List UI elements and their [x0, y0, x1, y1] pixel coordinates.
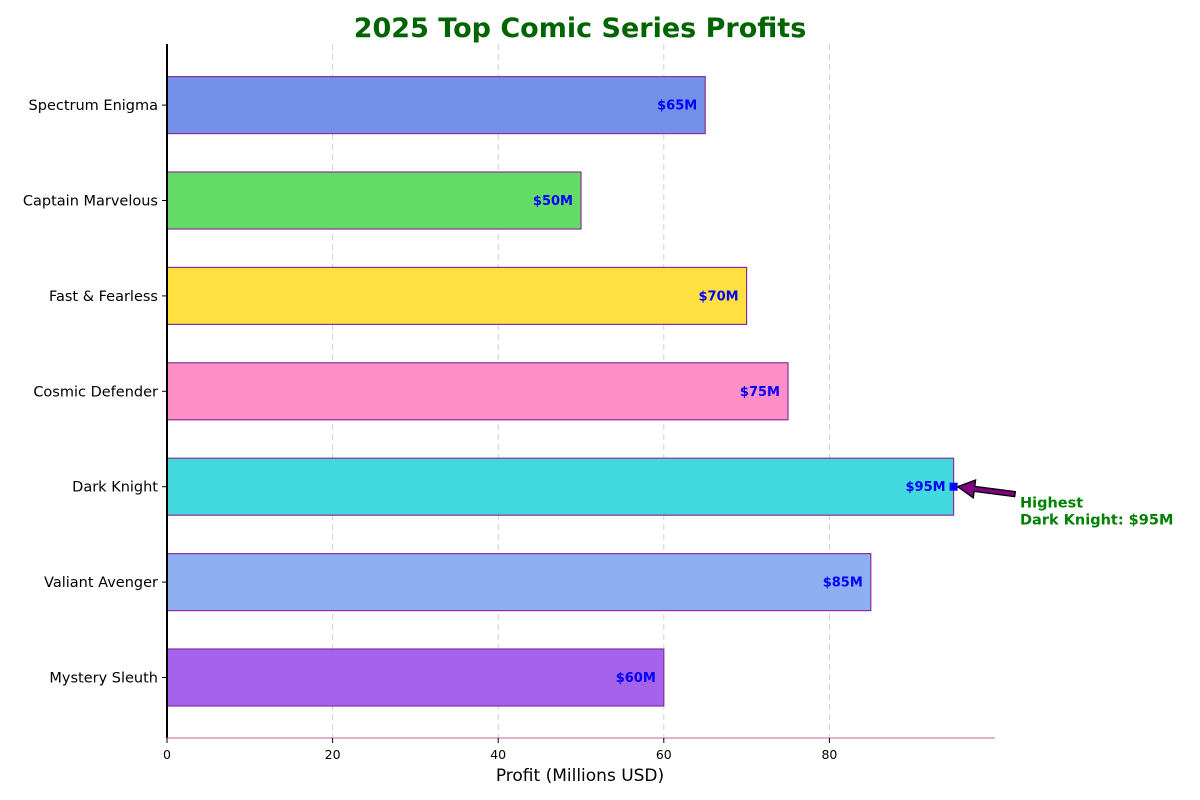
bar — [166, 552, 872, 612]
value-label: $60M — [616, 671, 656, 686]
axes — [166, 44, 995, 739]
value-label: $70M — [699, 289, 739, 304]
bar — [166, 75, 706, 135]
value-label: $95M — [906, 480, 946, 495]
category-label: Captain Marvelous — [23, 194, 158, 210]
bars — [166, 75, 955, 707]
x-tick-label: 20 — [325, 747, 341, 762]
bar — [166, 266, 748, 325]
x-axis-label: Profit (Millions USD) — [496, 766, 664, 786]
value-labels: $60M $85M $95M $75M $70M $50M $65M — [533, 99, 946, 686]
annotation-line-2: Dark Knight: $95M — [1020, 513, 1173, 529]
highlight-marker — [949, 482, 958, 491]
category-label: Dark Knight — [72, 480, 158, 496]
x-tick-label: 40 — [490, 747, 506, 762]
bar — [166, 457, 955, 516]
value-label: $85M — [823, 576, 863, 591]
value-label: $50M — [533, 194, 573, 209]
bar — [166, 362, 789, 421]
x-tick-label: 80 — [821, 747, 837, 762]
value-label: $65M — [657, 99, 697, 114]
chart-title: 2025 Top Comic Series Profits — [354, 13, 807, 44]
x-ticks: 0 20 40 60 80 — [163, 738, 837, 762]
x-tick-label: 60 — [656, 747, 672, 762]
annotation-line-1: Highest — [1020, 496, 1083, 512]
category-label: Valiant Avenger — [44, 575, 158, 591]
bar — [166, 171, 582, 230]
category-label: Fast & Fearless — [49, 289, 158, 305]
value-label: $75M — [740, 385, 780, 400]
category-label: Mystery Sleuth — [49, 671, 158, 687]
bar — [166, 648, 665, 707]
category-label: Spectrum Enigma — [29, 98, 158, 114]
x-tick-label: 0 — [163, 747, 171, 762]
grid-lines — [332, 44, 830, 738]
category-labels: Mystery Sleuth Valiant Avenger Dark Knight… — [23, 98, 167, 687]
category-label: Cosmic Defender — [33, 384, 158, 400]
annotation-arrow — [956, 479, 1017, 499]
